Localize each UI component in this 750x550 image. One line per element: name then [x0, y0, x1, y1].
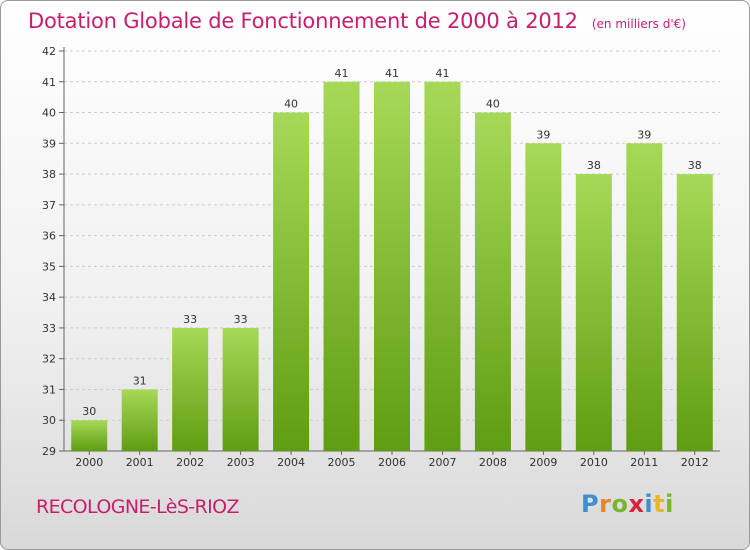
x-tick-label: 2007: [428, 456, 456, 469]
bar: [374, 81, 410, 452]
y-tick-label: 38: [42, 168, 56, 181]
y-tick-label: 32: [42, 353, 56, 366]
y-tick-label: 31: [42, 383, 56, 396]
value-label: 39: [536, 128, 550, 141]
value-label: 33: [183, 313, 197, 326]
logo-letter: i: [644, 490, 654, 518]
value-label: 31: [133, 374, 147, 387]
title-row: Dotation Globale de Fonctionnement de 20…: [28, 9, 686, 33]
y-tick-label: 39: [42, 137, 56, 150]
value-label: 39: [637, 128, 651, 141]
y-tick-label: 41: [42, 76, 56, 89]
value-label: 38: [688, 159, 702, 172]
x-tick-label: 2010: [580, 456, 608, 469]
x-tick-label: 2003: [227, 456, 255, 469]
x-tick-labels: 2000 2001 2002 2003 2004 2005 2006 2007 2008 2009…: [75, 456, 709, 469]
bars: [71, 81, 713, 452]
chart-title: Dotation Globale de Fonctionnement de 20…: [28, 9, 578, 33]
logo-letter: P: [581, 490, 600, 518]
y-tick-label: 29: [42, 445, 56, 458]
bar: [273, 112, 310, 452]
bar: [474, 112, 511, 452]
x-tick-label: 2000: [75, 456, 103, 469]
bar: [424, 81, 461, 452]
x-tick-label: 2012: [681, 456, 709, 469]
bar: [121, 389, 158, 451]
value-label: 40: [486, 98, 500, 111]
bar: [525, 143, 562, 452]
y-tick-label: 34: [42, 291, 56, 304]
y-tick-label: 36: [42, 230, 56, 243]
x-tick-label: 2008: [479, 456, 507, 469]
y-tick-label: 33: [42, 322, 56, 335]
value-label: 40: [284, 98, 298, 111]
value-label: 38: [587, 159, 601, 172]
value-label: 41: [385, 67, 399, 80]
logo-letter: i: [665, 490, 674, 518]
bar: [172, 327, 209, 451]
value-label: 33: [234, 313, 248, 326]
x-tick-label: 2002: [176, 456, 204, 469]
value-labels: 30 31 33 33 40 41 41 41 40 39 38 39 38: [82, 67, 702, 418]
proxiti-logo: Proxiti: [581, 490, 674, 518]
x-tick-label: 2005: [328, 456, 356, 469]
bar: [575, 174, 612, 452]
y-tick-label: 30: [42, 414, 56, 427]
logo-letter: o: [611, 490, 629, 518]
x-tick-label: 2009: [529, 456, 557, 469]
x-tick-label: 2011: [630, 456, 658, 469]
logo-letter: r: [599, 490, 612, 518]
x-tick-label: 2004: [277, 456, 305, 469]
chart-subtitle: (en milliers d'€): [591, 17, 686, 31]
x-tick-label: 2006: [378, 456, 406, 469]
bar: [676, 174, 713, 452]
logo-letter: x: [628, 490, 645, 518]
y-tick-label: 40: [42, 107, 56, 120]
value-label: 41: [435, 67, 449, 80]
bar: [71, 420, 108, 451]
bar: [323, 81, 360, 452]
y-tick-label: 42: [42, 45, 56, 58]
x-tick-label: 2001: [126, 456, 154, 469]
value-label: 30: [82, 405, 96, 418]
logo-letter: t: [653, 490, 666, 518]
y-tick-label: 35: [42, 260, 56, 273]
y-tick-labels: 29 30 31 32 33 34 35 36 37 38 39 40 41 42: [42, 45, 56, 458]
commune-name: RECOLOGNE-LèS-RIOZ: [36, 496, 240, 518]
bar: [222, 327, 259, 451]
bar: [626, 143, 663, 452]
value-label: 41: [335, 67, 349, 80]
y-tick-label: 37: [42, 199, 56, 212]
